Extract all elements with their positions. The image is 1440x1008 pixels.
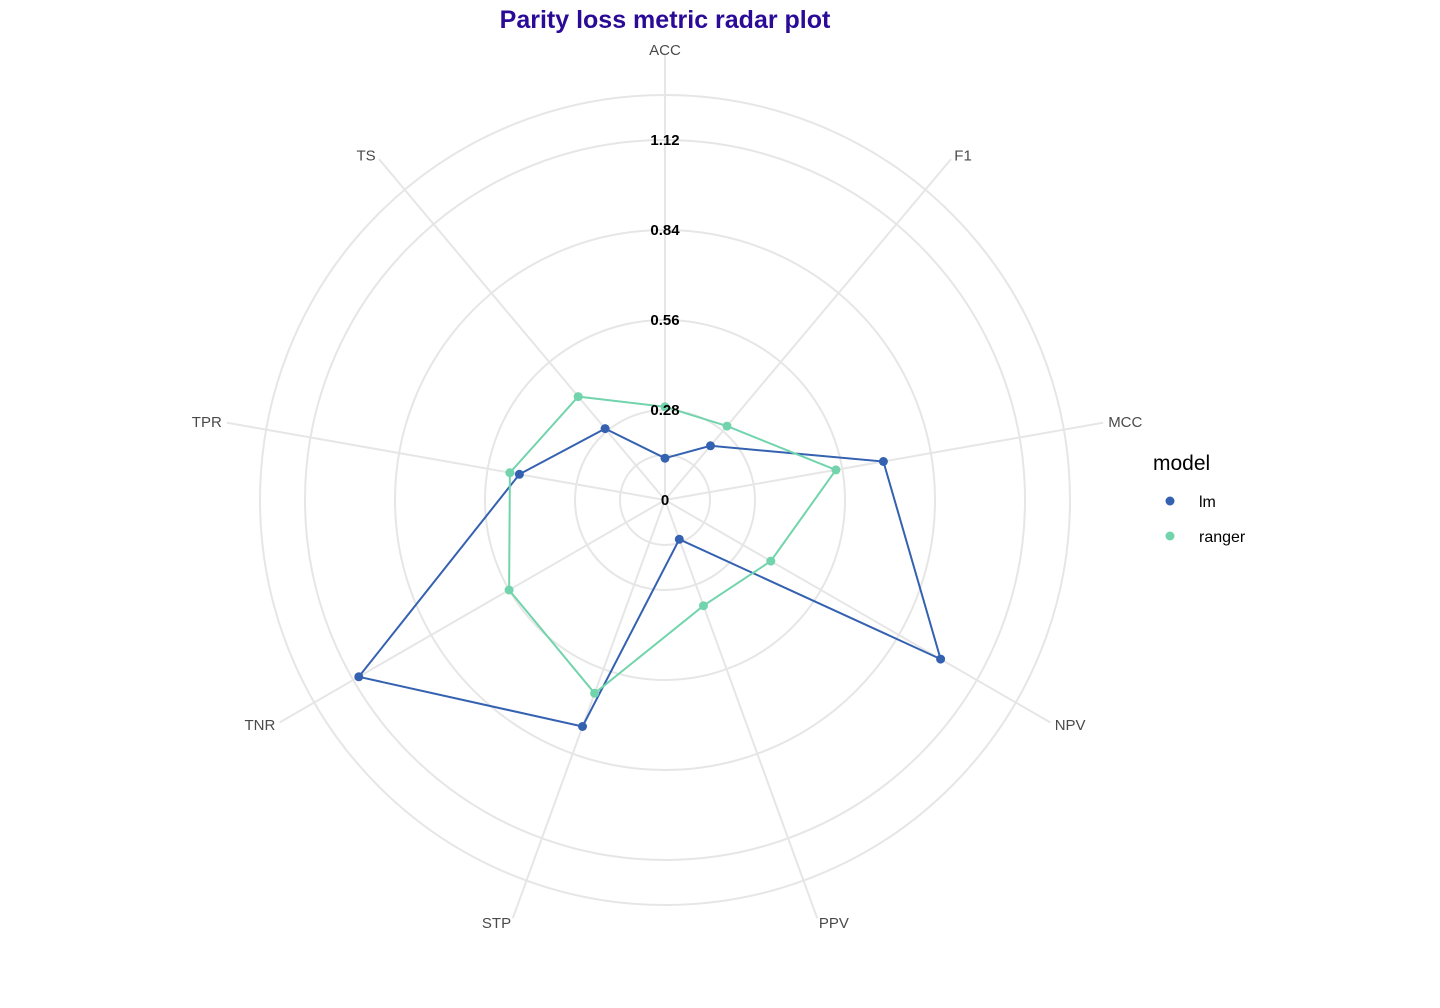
legend-marker-ranger — [1165, 531, 1175, 541]
data-point-lm-acc — [660, 453, 670, 463]
data-point-lm-ts — [600, 424, 610, 434]
axis-label-acc: ACC — [649, 42, 681, 59]
axis-label-mcc: MCC — [1108, 414, 1142, 431]
radial-tick-label: 0.84 — [650, 222, 680, 239]
radial-tick-label: 1.12 — [650, 132, 679, 149]
grid-spoke — [226, 421, 666, 501]
grid — [226, 55, 1104, 919]
data-point-lm-tnr — [354, 672, 364, 682]
data-point-ranger-npv — [766, 556, 776, 566]
axis-label-tpr: TPR — [192, 414, 222, 431]
grid-spoke — [511, 499, 666, 919]
data-point-lm-npv — [936, 654, 946, 664]
axis-label-f1: F1 — [954, 147, 972, 164]
legend-title: model — [1153, 452, 1210, 475]
series-ranger — [504, 392, 841, 698]
radial-tick-label: 0.56 — [650, 312, 679, 329]
axis-label-npv: NPV — [1055, 717, 1086, 734]
series-layer — [354, 392, 946, 731]
data-point-ranger-ts — [573, 392, 583, 402]
data-point-ranger-mcc — [831, 465, 841, 475]
data-point-ranger-tpr — [505, 468, 515, 478]
series-line-ranger — [508, 395, 838, 695]
series-line-lm — [357, 427, 943, 728]
data-point-lm-tpr — [514, 469, 524, 479]
radial-ticks: 0 0.28 0.56 0.84 1.12 — [650, 132, 680, 509]
legend-label-ranger: ranger — [1199, 529, 1246, 546]
data-point-ranger-f1 — [722, 421, 732, 431]
radial-tick-label: 0.28 — [650, 402, 679, 419]
grid-spoke — [378, 158, 666, 501]
axis-label-tnr: TNR — [244, 717, 275, 734]
data-point-ranger-tnr — [504, 585, 514, 595]
axis-label-ts: TS — [357, 147, 376, 164]
radial-tick-label: 0 — [661, 492, 669, 509]
data-point-ranger-stp — [590, 688, 600, 698]
legend-marker-lm — [1165, 496, 1175, 506]
axis-labels: ACC F1 MCC NPV PPV STP TNR TPR TS — [192, 42, 1143, 932]
legend-label-lm: lm — [1199, 494, 1216, 511]
axis-label-ppv: PPV — [819, 915, 849, 932]
data-point-lm-ppv — [674, 534, 684, 544]
legend: model lm ranger — [1153, 452, 1246, 546]
series-lm — [354, 424, 946, 731]
data-point-ranger-ppv — [699, 601, 708, 611]
axis-label-stp: STP — [482, 915, 511, 932]
data-point-lm-mcc — [878, 457, 888, 466]
data-point-ranger-acc — [660, 402, 670, 412]
grid-spoke — [279, 499, 666, 724]
grid-spoke — [664, 499, 1051, 724]
data-point-lm-f1 — [706, 441, 715, 451]
grid-spoke — [664, 499, 819, 919]
chart-title: Parity loss metric radar plot — [499, 6, 831, 34]
data-point-lm-stp — [578, 722, 587, 731]
